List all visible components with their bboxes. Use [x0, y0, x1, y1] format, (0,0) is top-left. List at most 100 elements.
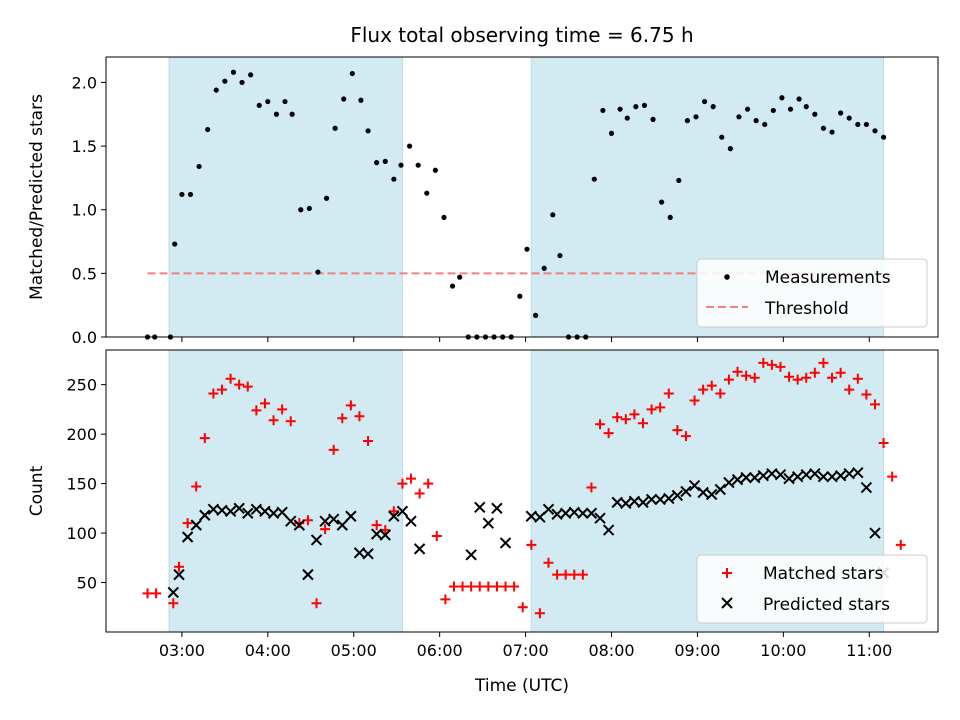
x-tick-label: 06:00 — [417, 641, 463, 660]
top-x-ticks — [181, 337, 870, 342]
matched-star-point — [586, 482, 597, 493]
predicted-star-point — [167, 586, 180, 599]
predicted-star-point — [860, 481, 873, 494]
matched-star-point — [698, 384, 709, 395]
measurement-point — [374, 160, 380, 166]
matched-star-point — [225, 373, 236, 384]
measurement-point — [880, 134, 887, 140]
legend-matched-label: Matched stars — [763, 564, 883, 584]
matched-star-point — [251, 405, 262, 416]
matched-star-point — [758, 357, 769, 368]
matched-star-point — [234, 379, 245, 390]
measurement-point — [676, 177, 682, 184]
matched-star-point — [371, 520, 382, 531]
matched-star-point — [500, 581, 511, 592]
matched-star-point — [174, 561, 185, 572]
measurement-point — [753, 118, 759, 124]
predicted-star-point — [791, 470, 804, 483]
matched-star-point — [595, 419, 606, 430]
predicted-star-point — [645, 493, 658, 506]
predicted-star-point — [405, 515, 417, 527]
matched-star-point — [852, 373, 863, 384]
matched-star-point — [142, 588, 153, 599]
matched-star-point — [672, 425, 683, 436]
matched-star-point — [397, 478, 408, 489]
measurement-point — [820, 125, 827, 131]
legend-box — [696, 258, 928, 328]
measurement-point — [179, 191, 185, 198]
legend-threshold-label: Threshold — [764, 299, 849, 319]
x-tick-label: 04:00 — [245, 641, 291, 660]
matched-star-point — [191, 481, 202, 492]
matched-star-point — [337, 413, 348, 424]
measurement-point — [608, 130, 615, 136]
measurement-point — [796, 96, 802, 102]
measurement-point — [222, 78, 228, 84]
matched-star-point — [483, 581, 494, 592]
matched-star-point — [440, 594, 451, 605]
measurement-point — [424, 190, 430, 196]
matched-star-point — [818, 357, 829, 368]
predicted-star-point — [491, 502, 503, 515]
measurement-point — [398, 162, 404, 168]
measurement-point — [524, 246, 530, 252]
predicted-star-point — [259, 505, 271, 517]
bottom-y-axis-label: Count — [27, 465, 47, 516]
measurement-point — [710, 104, 716, 110]
matched-star-point — [328, 444, 339, 455]
measurement-point — [196, 163, 202, 170]
top-panel: 0.00.51.01.52.0 Matched/Predicted stars … — [27, 56, 939, 347]
measurement-point — [205, 126, 211, 133]
predicted-star-point — [181, 531, 194, 543]
predicted-star-point — [413, 543, 426, 555]
measurement-point — [770, 107, 776, 114]
measurement-point — [265, 98, 271, 105]
predicted-star-point — [783, 472, 795, 485]
top-legend: Measurements Threshold — [696, 258, 928, 328]
matched-star-point — [517, 602, 528, 613]
matched-star-point — [680, 431, 691, 442]
predicted-star-point — [748, 471, 761, 484]
predicted-star-point — [285, 515, 297, 527]
measurement-point — [406, 143, 413, 149]
matched-star-point — [552, 569, 563, 580]
matched-star-point — [259, 398, 270, 409]
measurement-point — [787, 106, 794, 112]
predicted-star-point — [233, 502, 245, 515]
predicted-star-point — [319, 515, 331, 527]
matched-star-point — [182, 518, 193, 529]
predicted-star-point — [199, 509, 211, 521]
measurement-point — [230, 69, 237, 75]
matched-star-point — [431, 531, 442, 542]
predicted-star-point — [671, 489, 684, 502]
measurement-point — [273, 111, 280, 117]
measurement-point — [365, 128, 371, 134]
x-tick-label: 07:00 — [503, 641, 549, 660]
measurement-point — [282, 98, 288, 105]
y-tick-label: 150 — [66, 475, 97, 494]
measurement-point — [256, 102, 262, 108]
measurement-point — [701, 98, 708, 105]
matched-stars-points — [142, 357, 906, 619]
x-axis-label: Time (UTC) — [474, 676, 569, 696]
measurement-point — [617, 106, 623, 112]
y-tick-label: 1.0 — [72, 201, 97, 220]
predicted-star-point — [302, 568, 314, 581]
predicted-star-point — [585, 507, 598, 519]
matched-star-point — [741, 370, 752, 381]
matched-star-point — [784, 371, 795, 382]
x-tick-label: 05:00 — [331, 641, 377, 660]
matched-star-point — [277, 404, 288, 415]
matched-star-point — [629, 409, 640, 420]
x-tick-label: 11:00 — [846, 641, 892, 660]
measurement-point — [289, 111, 295, 117]
matched-star-point — [732, 366, 743, 377]
predicted-star-point — [276, 506, 288, 518]
matched-star-point — [388, 506, 399, 517]
predicted-star-point — [809, 467, 821, 480]
measurement-point — [441, 214, 447, 220]
matched-star-point — [895, 539, 906, 550]
matched-star-point — [302, 515, 313, 526]
legend-box — [696, 554, 928, 624]
y-tick-label: 200 — [66, 425, 97, 444]
